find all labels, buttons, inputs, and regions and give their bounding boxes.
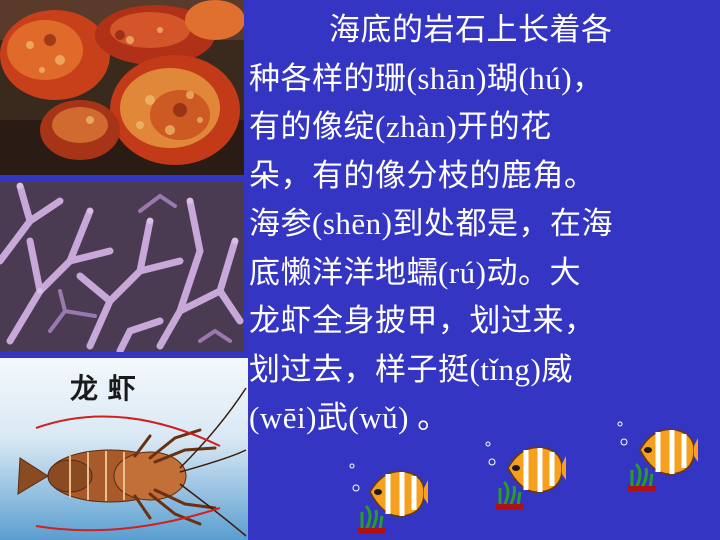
coral-photo-purple xyxy=(0,181,244,352)
coral-purple-image xyxy=(0,181,244,352)
coral-red-image xyxy=(0,0,244,175)
clownfish-icon xyxy=(349,463,428,533)
clownfish-icon xyxy=(485,441,566,509)
paragraph-line-8: 划过去，样子挺(tǐng)威 xyxy=(249,351,573,387)
paragraph-line-7: 龙虾全身披甲，划过来， xyxy=(249,303,596,338)
paragraph-line-4: 朵，有的像分枝的鹿角。 xyxy=(249,157,596,193)
lobster-photo: 龙 虾 xyxy=(0,358,248,540)
paragraph-line-3: 有的像绽(zhàn)开的花 xyxy=(249,109,552,144)
paragraph: 海底的岩石上长着各 种各样的珊(shān)瑚(hú)， 有的像绽(zhàn)开的… xyxy=(249,6,717,443)
paragraph-line-9: (wēi)武(wǔ) 。 xyxy=(249,400,449,435)
paragraph-line-5: 海参(shēn)到处都是，在海 xyxy=(249,206,613,241)
clownfish-icon xyxy=(617,421,698,491)
lobster-image: 龙 虾 xyxy=(0,358,248,540)
paragraph-line-2: 种各样的珊(shān)瑚(hú)， xyxy=(249,60,604,96)
lobster-caption: 龙 虾 xyxy=(70,372,136,405)
paragraph-line-6: 底懒洋洋地蠕(rú)动。大 xyxy=(249,254,581,290)
paragraph-line-1: 海底的岩石上长着各 xyxy=(329,12,613,47)
coral-photo-red xyxy=(0,0,244,175)
